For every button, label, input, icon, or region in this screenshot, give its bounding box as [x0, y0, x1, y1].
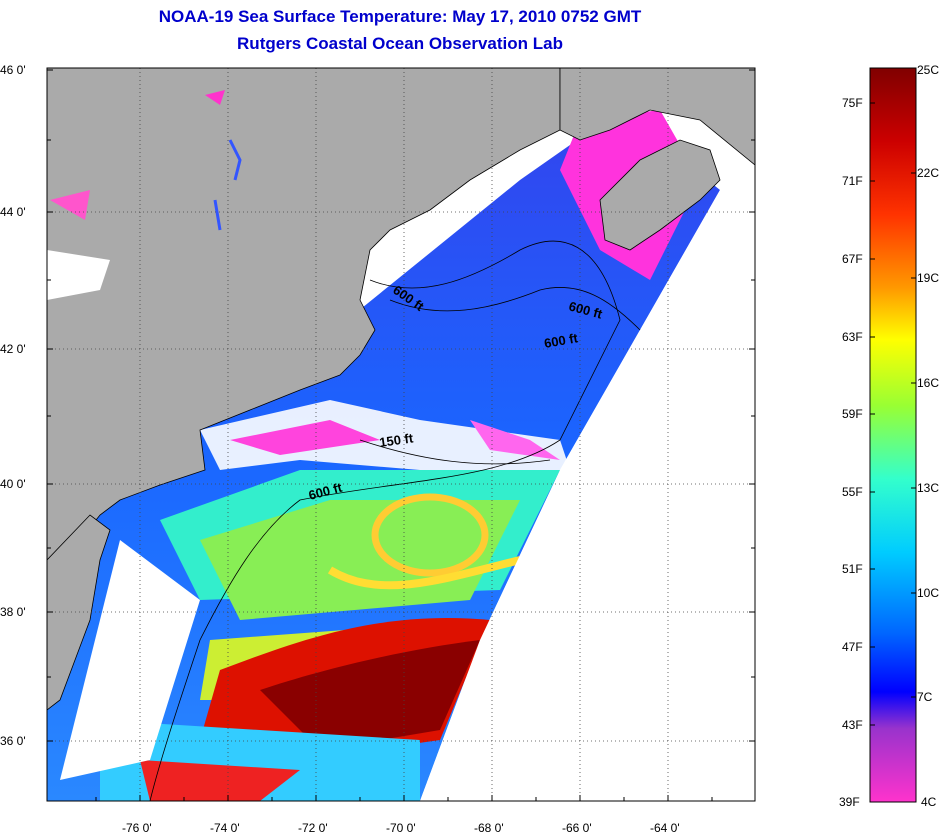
- lon-label: -74 0': [210, 821, 240, 835]
- colorbar-c-label: 7C: [917, 690, 933, 704]
- depth-label: 600 ft: [543, 330, 580, 351]
- map-subtitle: Rutgers Coastal Ocean Observation Lab: [237, 34, 563, 53]
- colorbar-f-label: 59F: [842, 407, 863, 421]
- sst-swath: [47, 110, 755, 801]
- colorbar-c-label: 16C: [917, 376, 939, 390]
- colorbar-c-label: 13C: [917, 481, 939, 495]
- colorbar-f-label: 43F: [842, 718, 863, 732]
- colorbar-f-label: 47F: [842, 640, 863, 654]
- land: [47, 68, 755, 711]
- lon-label: -70 0': [386, 821, 416, 835]
- colorbar-c-label: 10C: [917, 586, 939, 600]
- lat-label: 36 0': [0, 734, 26, 748]
- axis-ticks: [47, 69, 755, 801]
- depth-labels: 600 ft 600 ft 600 ft 150 ft 600 ft: [307, 282, 605, 503]
- colorbar-f-label: 63F: [842, 330, 863, 344]
- map-title: NOAA-19 Sea Surface Temperature: May 17,…: [158, 7, 642, 26]
- colorbar-f-label: 67F: [842, 252, 863, 266]
- lon-label: -76 0': [122, 821, 152, 835]
- colorbar-f-label: 75F: [842, 96, 863, 110]
- longitude-labels: -76 0' -74 0' -72 0' -70 0' -68 0' -66 0…: [122, 821, 680, 835]
- colorbar-c-label: 4C: [921, 795, 937, 809]
- lat-label: 42 0': [0, 342, 26, 356]
- colorbar-f-label: 55F: [842, 485, 863, 499]
- colorbar-c-label: 25C: [917, 63, 939, 77]
- lon-label: -72 0': [298, 821, 328, 835]
- lat-label: 40 0': [0, 477, 26, 491]
- latitude-labels: 46 0' 44 0' 42 0' 40 0' 38 0' 36 0': [0, 63, 26, 748]
- colorbar-gradient: [869, 67, 917, 803]
- lat-label: 46 0': [0, 63, 26, 77]
- colorbar-f-label: 71F: [842, 174, 863, 188]
- depth-contours: [149, 240, 641, 801]
- lon-label: -64 0': [650, 821, 680, 835]
- inland-features: [47, 90, 242, 300]
- lon-label: -68 0': [474, 821, 504, 835]
- lat-label: 38 0': [0, 605, 26, 619]
- colorbar-f-label: 39F: [839, 795, 860, 809]
- colorbar-f-label: 51F: [842, 562, 863, 576]
- colorbar-f-ticks: [870, 102, 916, 726]
- colorbar: 75F 71F 67F 63F 59F 55F 51F 47F 43F 39F …: [839, 63, 939, 809]
- lat-label: 44 0': [0, 205, 26, 219]
- colorbar-c-label: 19C: [917, 271, 939, 285]
- depth-label: 150 ft: [378, 430, 414, 450]
- colorbar-c-label: 22C: [917, 166, 939, 180]
- lon-label: -66 0': [562, 821, 592, 835]
